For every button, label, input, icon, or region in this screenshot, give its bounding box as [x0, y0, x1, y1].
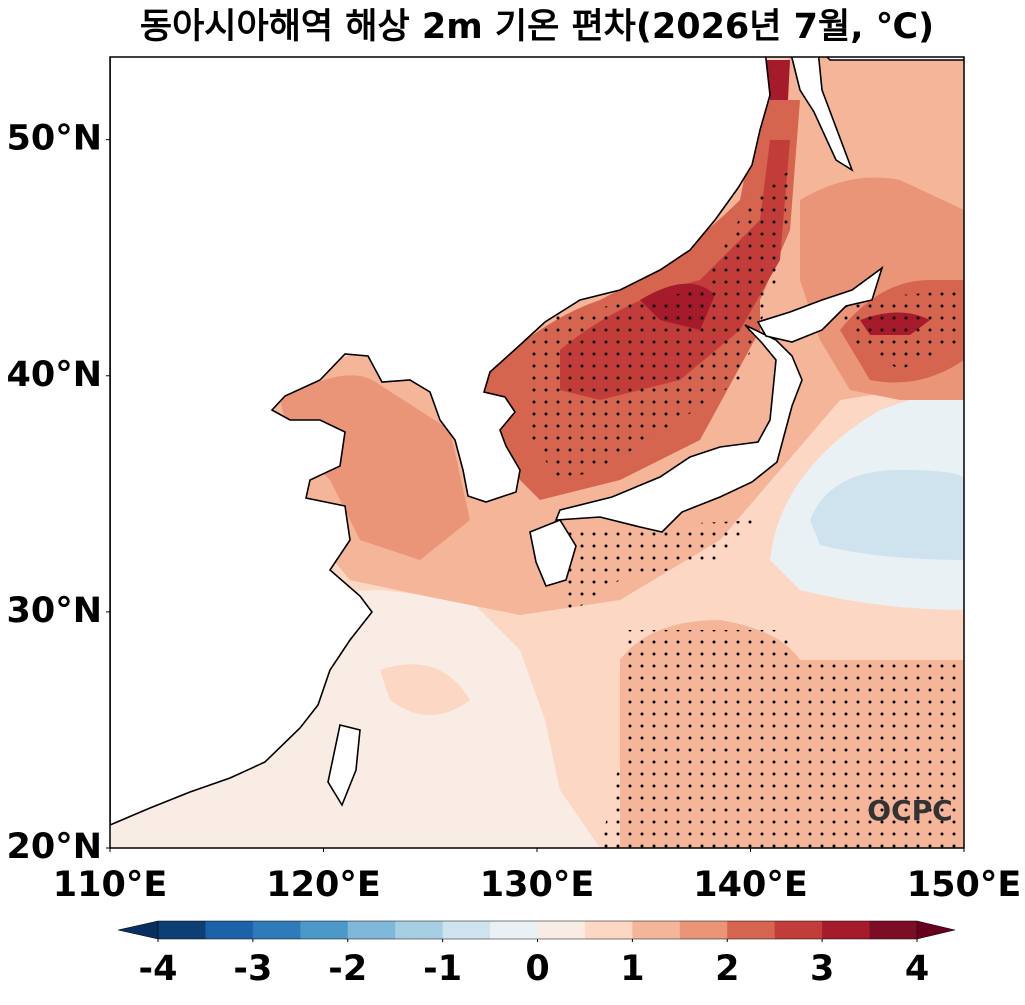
anomaly-field: OCPC: [110, 57, 964, 848]
y-tick-label: 20°N: [7, 827, 103, 867]
colorbar-bin: [537, 921, 586, 939]
colorbar-tick-label: 0: [525, 949, 549, 989]
colorbar-over: [916, 920, 956, 940]
field-patch: [380, 664, 470, 715]
colorbar-bin: [822, 921, 871, 939]
land-hokkaido: [756, 265, 884, 343]
colorbar-bin: [252, 921, 301, 939]
land-honshu: [554, 324, 803, 533]
y-tick-label: 40°N: [7, 355, 103, 395]
land-asia: [110, 57, 771, 826]
chart-title: 동아시아해역 해상 2m 기온 편차(2026년 7월, ℃): [140, 7, 934, 47]
x-tick-label: 120°E: [266, 865, 380, 905]
colorbar-bin: [300, 921, 349, 939]
colorbar-tick-label: -4: [139, 949, 178, 989]
colorbar-bin: [774, 921, 823, 939]
colorbar-tick-label: 3: [810, 949, 834, 989]
colorbar: -4 -3 -2 -1 0 1 2 3 4: [117, 920, 956, 989]
land-kyushu: [529, 519, 577, 587]
land-sakhalin: [790, 57, 964, 172]
colorbar-tick-label: -3: [233, 949, 272, 989]
colorbar-bin: [632, 921, 681, 939]
colorbar-tick-label: 4: [905, 949, 929, 989]
colorbar-bin: [205, 921, 254, 939]
colorbar-tick-label: -2: [328, 949, 367, 989]
colorbar-bin: [158, 921, 206, 939]
x-tick-label: 140°E: [693, 865, 807, 905]
colorbar-tick-label: -1: [423, 949, 462, 989]
x-tick-label: 110°E: [53, 865, 167, 905]
colorbar-tick-label: 2: [715, 949, 739, 989]
x-tick-label: 150°E: [907, 865, 1021, 905]
colorbar-bin: [679, 921, 728, 939]
colorbar-tick-label: 1: [620, 949, 644, 989]
colorbar-bin: [395, 921, 444, 939]
colorbar-bin: [584, 921, 633, 939]
colorbar-bin: [442, 921, 491, 939]
y-tick-label: 30°N: [7, 591, 103, 631]
field-cool2: [810, 470, 964, 560]
significance-stipple: [530, 170, 964, 848]
colorbar-under: [117, 920, 159, 940]
colorbar-bin: [490, 921, 538, 939]
colorbar-bin: [727, 921, 776, 939]
field-yellow-sea: [280, 375, 470, 560]
colorbar-bin: [869, 921, 918, 939]
land-taiwan: [327, 724, 361, 807]
logo: OCPC: [867, 794, 952, 827]
colorbar-bin: [347, 921, 396, 939]
y-tick-label: 50°N: [7, 119, 103, 159]
axes: 110°E 120°E 130°E 140°E 150°E 20°N 30°N 40°N 50°…: [7, 119, 1022, 905]
x-tick-label: 130°E: [480, 865, 594, 905]
